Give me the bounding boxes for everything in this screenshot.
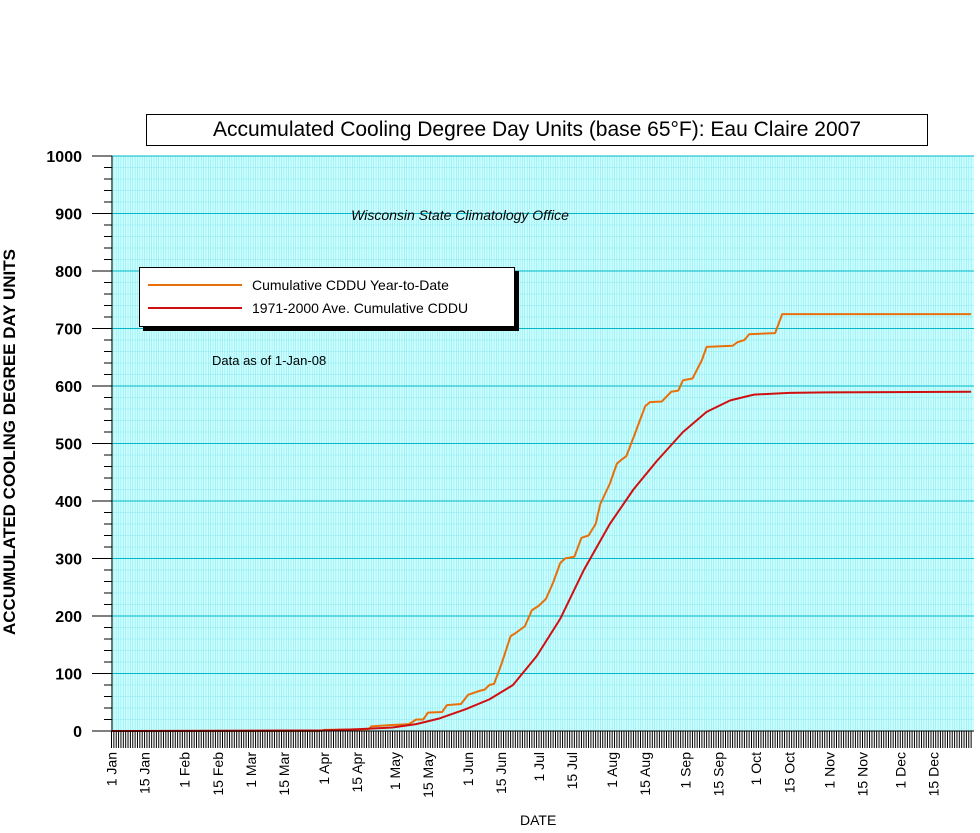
- x-tick-label: 1 Feb: [177, 752, 193, 788]
- y-tick-label: 700: [55, 322, 82, 339]
- x-tick-label: 15 Feb: [210, 752, 226, 796]
- series-line-0: [111, 313, 972, 732]
- series-group: [111, 313, 972, 732]
- y-tick-label: 100: [55, 667, 82, 684]
- y-axis-label: ACCUMULATED COOLING DEGREE DAY UNITS: [0, 249, 19, 635]
- x-tick-label: 1 Nov: [821, 752, 837, 789]
- x-tick-label: 1 Aug: [604, 752, 620, 788]
- x-tick-label: 15 Jan: [137, 752, 153, 794]
- x-tick-label: 15 Aug: [637, 752, 653, 796]
- y-tick-label: 200: [55, 609, 82, 626]
- x-axis-ticks: 1 Jan 15 Jan 1 Feb 15 Feb 1 Mar 15 Mar 1 Apr 15…: [104, 731, 972, 798]
- chart-title: Accumulated Cooling Degree Day Units (ba…: [146, 114, 928, 146]
- x-tick-label: 15 Sep: [710, 752, 726, 797]
- legend-swatch-ytd: [148, 284, 242, 286]
- y-tick-label: 800: [55, 264, 82, 281]
- x-tick-label: 1 Jul: [531, 752, 547, 782]
- x-axis-label: DATE: [520, 812, 557, 828]
- x-tick-label: 1 May: [387, 752, 403, 790]
- x-tick-label: 1 Jan: [104, 752, 120, 786]
- x-tick-label: 1 Apr: [316, 752, 332, 785]
- data-as-of-note: Data as of 1-Jan-08: [212, 353, 327, 368]
- y-axis-ticks: 0 100 200 300 400 500 600 700 800 900 1000: [46, 149, 112, 741]
- y-tick-label: 900: [55, 207, 82, 224]
- legend: Cumulative CDDU Year-to-Date 1971-2000 A…: [139, 267, 515, 327]
- legend-label-average: 1971-2000 Ave. Cumulative CDDU: [252, 300, 469, 316]
- x-tick-label: 15 Apr: [349, 752, 365, 793]
- y-tick-label: 1000: [46, 149, 82, 166]
- x-tick-label: 1 Jun: [460, 752, 476, 786]
- x-tick-label: 15 May: [420, 752, 436, 798]
- y-tick-label: 500: [55, 437, 82, 454]
- x-tick-label: 15 Nov: [854, 752, 870, 796]
- legend-entry-average: 1971-2000 Ave. Cumulative CDDU: [148, 298, 468, 318]
- x-tick-label: 1 Sep: [677, 752, 693, 789]
- grid: [111, 155, 974, 732]
- y-tick-label: 400: [55, 494, 82, 511]
- chart-subtitle: Wisconsin State Climatology Office: [351, 207, 569, 223]
- x-tick-label: 15 Jun: [493, 752, 509, 794]
- legend-swatch-average: [148, 307, 242, 309]
- x-tick-label: 1 Oct: [748, 752, 764, 786]
- x-tick-label: 1 Mar: [243, 752, 259, 788]
- y-tick-label: 300: [55, 552, 82, 569]
- legend-label-ytd: Cumulative CDDU Year-to-Date: [252, 277, 449, 293]
- x-tick-label: 1 Dec: [892, 752, 908, 789]
- x-tick-label: 15 Oct: [781, 752, 797, 793]
- series-line-1: [111, 390, 972, 732]
- y-tick-label: 0: [73, 724, 82, 741]
- x-tick-label: 15 Jul: [564, 752, 580, 789]
- legend-entry-ytd: Cumulative CDDU Year-to-Date: [148, 275, 449, 295]
- x-tick-label: 15 Dec: [925, 752, 941, 796]
- y-tick-label: 600: [55, 379, 82, 396]
- x-tick-label: 15 Mar: [276, 752, 292, 796]
